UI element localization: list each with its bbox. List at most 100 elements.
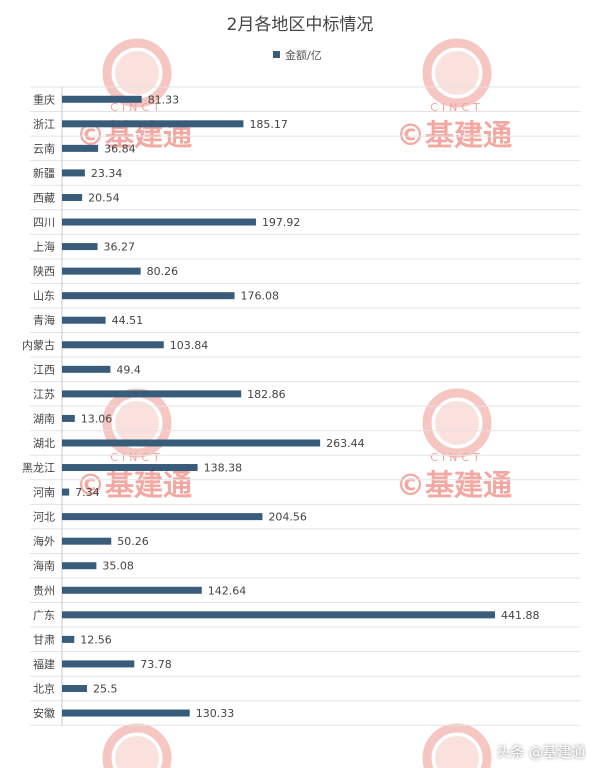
watermark-logo-glow [435,401,479,445]
bar [62,243,98,251]
value-label: 13.06 [81,412,113,425]
value-label: 263.44 [326,437,365,450]
bar [62,635,75,643]
value-label: 44.51 [112,314,144,327]
category-label: 贵州 [33,584,55,597]
watermark-logo-glow [435,51,479,95]
value-label: 35.08 [102,560,134,573]
watermark-logo-ring [102,38,172,108]
value-label: 49.4 [116,363,141,376]
value-label: 138.38 [204,462,243,475]
bar [62,562,97,570]
category-label: 福建 [33,657,55,671]
value-label: 50.26 [117,535,148,548]
grid-lines [30,86,580,726]
value-label: 103.84 [170,339,209,352]
value-label: 73.78 [140,658,172,671]
bar [62,709,190,717]
value-label: 36.27 [104,241,136,254]
category-label: 安徽 [33,706,55,720]
watermark-brand: ©基建通 [76,468,192,502]
bar [62,144,99,152]
category-label: 湖北 [33,437,55,450]
bar [62,341,164,349]
bar [62,684,87,692]
bar [62,513,263,521]
bar [62,316,106,324]
category-labels: 重庆浙江云南新疆西藏四川上海陕西山东青海内蒙古江西江苏湖南湖北黑龙江河南河北海外… [22,92,55,720]
bar [62,95,142,103]
value-label: 182.86 [247,388,285,401]
watermark-cinct: CINCT [110,451,164,464]
watermark-cinct: CINCT [430,101,484,114]
category-label: 河南 [33,486,55,499]
category-label: 甘肃 [33,633,55,646]
category-label: 陕西 [33,264,55,278]
bar [62,218,256,226]
bar [62,169,85,177]
value-label: 36.84 [104,142,136,155]
bar [62,611,495,619]
category-label: 重庆 [33,92,55,106]
watermark-logo-glow [115,401,159,445]
category-label: 江西 [33,363,55,376]
value-label: 441.88 [501,609,540,622]
value-label: 7.34 [75,486,100,499]
category-label: 山东 [33,290,55,303]
bar [62,365,111,373]
value-label: 204.56 [268,511,307,524]
category-label: 海外 [33,534,55,548]
category-label: 北京 [33,681,55,695]
bars [62,95,495,717]
watermark-brand: ©基建通 [396,118,512,152]
category-label: 云南 [33,142,55,155]
value-label: 81.33 [148,93,180,106]
value-label: 185.17 [249,118,288,131]
bar [62,586,202,594]
category-label: 海南 [33,559,55,573]
watermark-logo-ring [422,38,492,108]
bar [62,193,83,201]
category-label: 湖南 [33,412,55,425]
category-label: 江苏 [33,388,55,401]
category-label: 广东 [33,609,55,622]
bar [62,439,321,447]
bar [62,488,70,496]
watermark-logo-glow [435,736,479,768]
category-label: 内蒙古 [22,338,55,352]
chart-title: 2月各地区中标情况 [227,15,374,35]
value-label: 25.5 [93,682,118,695]
value-label: 176.08 [241,290,280,303]
legend-swatch [273,51,280,58]
watermark-logo-glow [115,51,159,95]
value-label: 20.54 [88,191,120,204]
value-label: 12.56 [80,633,112,646]
value-label: 80.26 [147,265,179,278]
category-label: 四川 [33,216,55,229]
bar [62,660,135,668]
legend-label: 金额/亿 [285,48,322,62]
bar [62,464,198,472]
value-label: 23.34 [91,167,123,180]
bar [62,267,141,275]
bar [62,390,242,398]
bar [62,414,75,422]
value-label: 142.64 [208,584,247,597]
category-label: 新疆 [33,166,55,180]
watermark-brand: ©基建通 [396,468,512,502]
category-label: 浙江 [33,118,55,131]
value-labels: 81.33 185.17 36.84 23.34 20.54 197.92 36.27 80.… [75,93,539,720]
category-label: 青海 [33,313,55,327]
footer-credit: 头条 @基建通 [496,745,585,761]
watermark-logo-ring [422,388,492,458]
bar [62,292,235,300]
category-label: 黑龙江 [22,462,55,475]
watermark-logo-glow [115,736,159,768]
category-label: 上海 [33,240,55,254]
value-label: 197.92 [262,216,301,229]
category-label: 西藏 [33,191,55,204]
legend: 金额/亿 [273,48,322,62]
bar [62,120,244,128]
